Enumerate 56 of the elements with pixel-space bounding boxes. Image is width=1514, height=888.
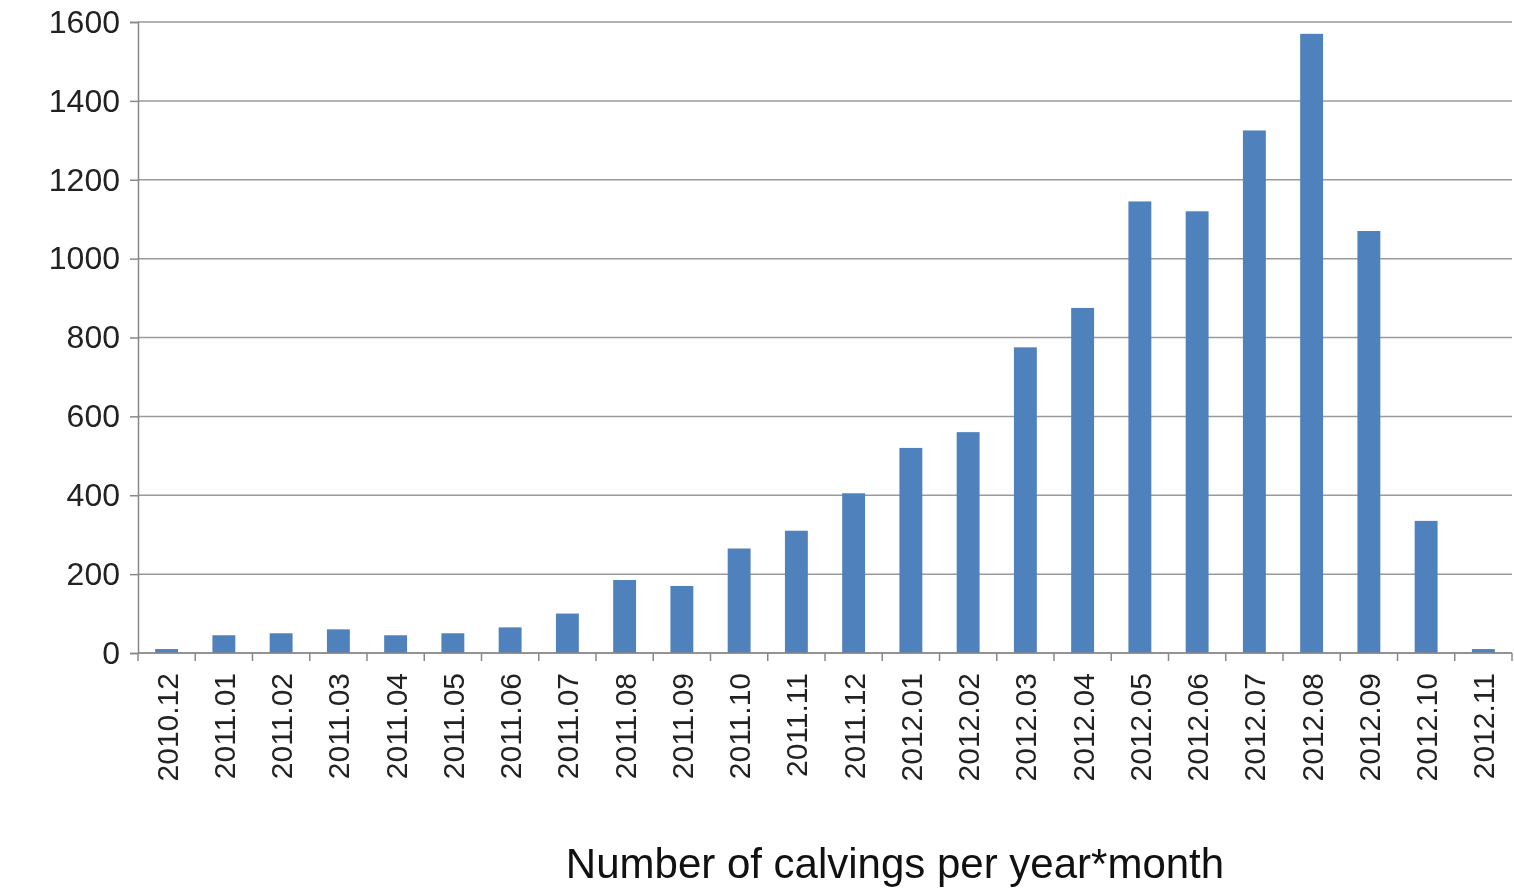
bar [1013,347,1037,653]
bar [956,432,980,653]
x-tick-label: 2010.12 [150,673,184,782]
bar [670,585,694,653]
bar [1242,130,1266,653]
y-tick-label: 1400 [48,82,120,119]
bar [899,447,923,653]
bar [498,627,522,653]
y-tick-label: 800 [66,319,120,356]
bar [727,548,751,653]
bar [1071,307,1095,653]
x-tick-label: 2012.11 [1467,673,1501,780]
x-tick-label: 2011.04 [379,673,413,780]
bar [784,530,808,653]
bar [613,580,637,653]
x-tick-label: 2012.04 [1066,673,1100,782]
bar [269,633,293,653]
y-tick-label: 400 [66,476,120,513]
x-tick-label: 2012.08 [1295,673,1329,782]
bar [1300,33,1324,653]
bar [1414,520,1438,653]
x-tick-label: 2012.05 [1123,673,1157,782]
x-tick-label: 2011.02 [265,673,299,780]
y-tick-label: 1600 [48,3,120,40]
bar [384,635,408,653]
bar [1357,231,1381,653]
x-tick-label: 2011.08 [608,673,642,780]
bar [842,493,866,653]
x-tick-label: 2012.06 [1181,673,1215,782]
x-tick-label: 2012.10 [1410,673,1444,782]
y-tick-label: 600 [66,398,120,435]
x-axis-title: Number of calvings per year*month [565,840,1225,887]
y-tick-label: 200 [66,555,120,592]
bar [1128,201,1152,653]
x-tick-label: 2011.06 [494,673,528,780]
x-tick-label: 2012.03 [1009,673,1043,782]
bar [326,629,350,653]
x-tick-label: 2012.09 [1352,673,1386,782]
y-tick-label: 1200 [48,161,120,198]
x-tick-label: 2012.02 [952,673,986,782]
y-tick-label: 1000 [48,240,120,277]
x-tick-label: 2011.01 [207,673,241,780]
bar [212,635,236,653]
x-tick-label: 2011.03 [322,673,356,780]
x-tick-label: 2011.10 [723,673,757,780]
x-tick-label: 2011.05 [436,673,470,780]
y-tick-label: 0 [102,634,120,671]
bar [1185,211,1209,653]
x-tick-label: 2011.12 [837,673,871,780]
bar [555,613,579,653]
x-tick-label: 2011.07 [551,673,585,780]
bar [441,633,465,653]
x-tick-label: 2012.01 [894,673,928,782]
x-tick-label: 2011.11 [780,673,814,777]
x-tick-label: 2012.07 [1238,673,1272,782]
x-tick-label: 2011.09 [665,673,699,780]
